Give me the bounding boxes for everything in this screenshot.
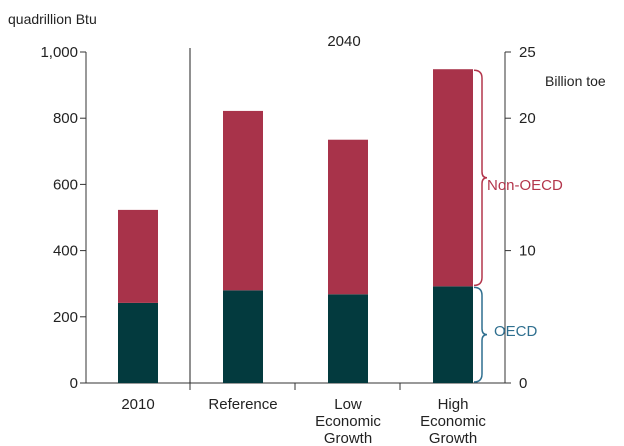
category-label: 2010	[121, 396, 154, 413]
bar-non-oecd	[433, 69, 473, 287]
category-label: Economic	[420, 413, 486, 430]
category-label: Growth	[429, 430, 477, 446]
oecd-label: OECD	[494, 323, 538, 340]
oecd-bracket	[473, 286, 488, 383]
left-tick-label: 800	[53, 110, 78, 127]
non-oecd-label: Non-OECD	[487, 177, 563, 194]
bar-oecd	[223, 290, 263, 383]
right-tick-label: 25	[519, 44, 536, 61]
left-tick-label: 0	[70, 375, 78, 392]
bar-oecd	[328, 294, 368, 383]
left-axis-label: quadrillion Btu	[8, 11, 97, 27]
group-header-2040: 2040	[327, 33, 360, 50]
left-tick-label: 200	[53, 309, 78, 326]
category-label: High	[438, 396, 469, 413]
right-tick-label: 20	[519, 110, 536, 127]
category-label: Growth	[324, 430, 372, 446]
left-tick-label: 1,000	[40, 44, 78, 61]
category-label: Low	[334, 396, 362, 413]
non-oecd-bracket	[473, 69, 488, 287]
bar-non-oecd	[223, 110, 263, 291]
left-tick-label: 600	[53, 176, 78, 193]
bar-oecd	[118, 302, 158, 383]
right-axis-label: Billion toe	[545, 73, 606, 89]
left-tick-label: 400	[53, 243, 78, 260]
bar-oecd	[433, 286, 473, 383]
category-label: Reference	[208, 396, 277, 413]
right-tick-label: 0	[519, 375, 527, 392]
right-tick-label: 10	[519, 243, 536, 260]
category-label: Economic	[315, 413, 381, 430]
bar-non-oecd	[328, 139, 368, 295]
bar-non-oecd	[118, 209, 158, 303]
